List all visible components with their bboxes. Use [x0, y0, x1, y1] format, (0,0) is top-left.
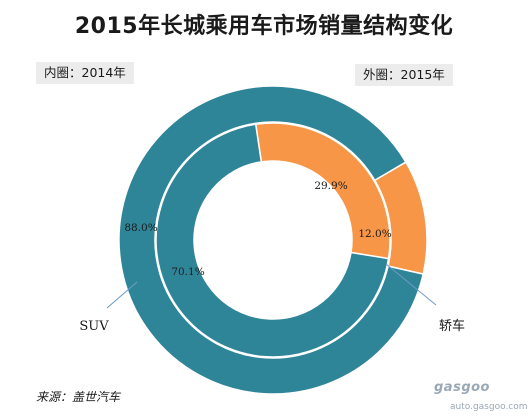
inner-ring-label-sedan: 29.9%: [314, 180, 347, 192]
gasgoo-watermark-url: auto.gasgoo.com: [450, 402, 528, 412]
category-label-sedan: 轿车: [439, 318, 465, 334]
chart-title: 2015年长城乘用车市场销量结构变化: [74, 14, 454, 39]
outer-ring-legend: 外圈：2015年: [355, 64, 453, 86]
leader-line-suv: [106, 281, 138, 309]
inner-ring-slice-suv: [155, 123, 390, 358]
leader-line-sedan: [385, 263, 437, 306]
inner-ring-label-suv: 70.1%: [171, 266, 204, 278]
inner-ring-legend: 内圈：2014年: [36, 62, 134, 84]
source-note: 来源：盖世汽车: [36, 390, 121, 404]
category-label-suv: SUV: [79, 319, 109, 334]
outer-ring-label-sedan: 12.0%: [358, 228, 391, 240]
gasgoo-watermark-logo: gasgoo: [434, 380, 490, 395]
outer-ring-label-suv: 88.0%: [124, 222, 157, 234]
outer-ring-slice-suv: [118, 85, 425, 395]
